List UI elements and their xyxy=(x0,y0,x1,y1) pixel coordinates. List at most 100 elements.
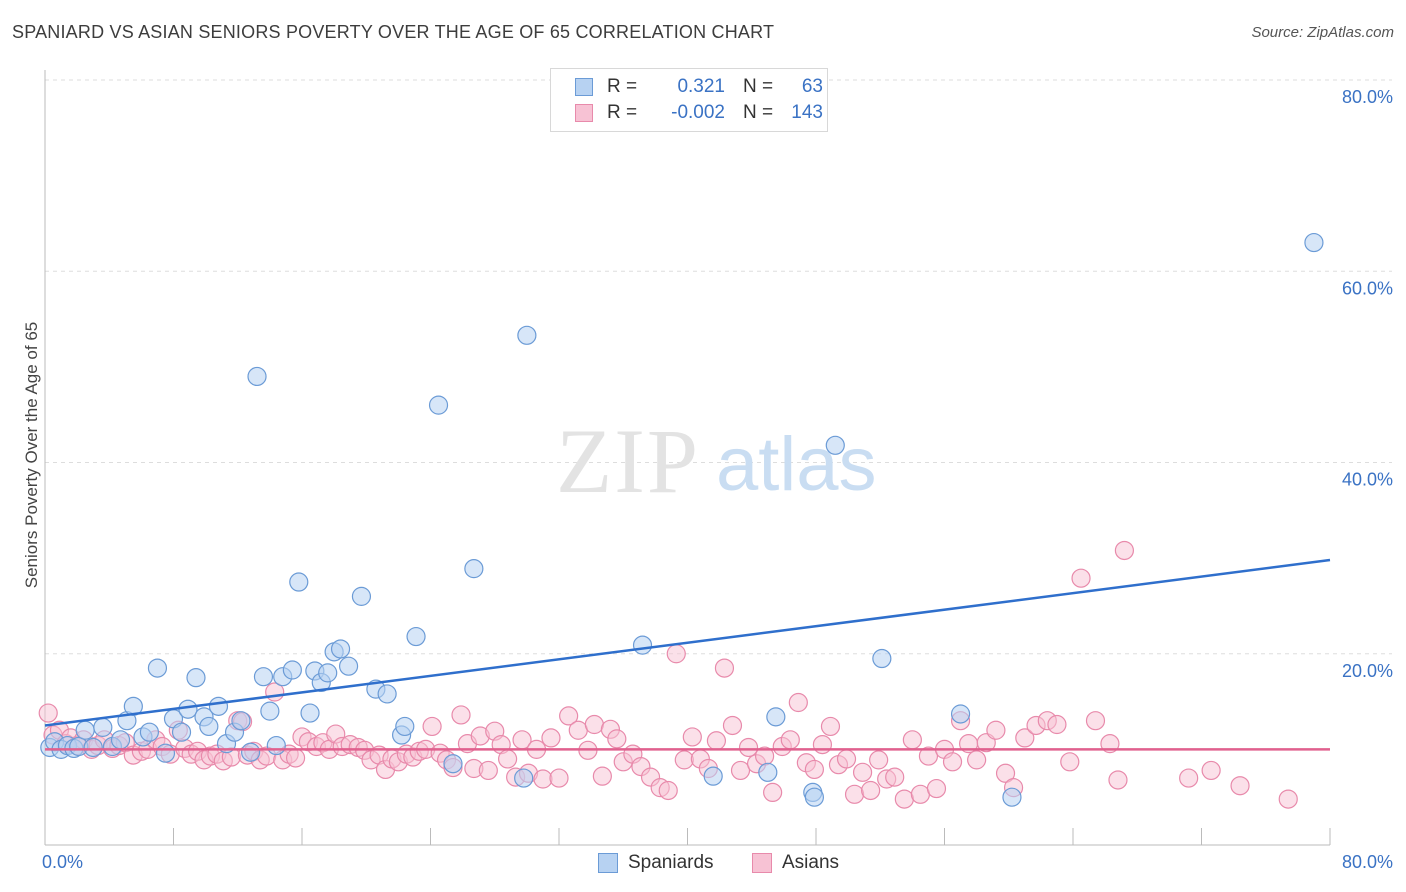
spaniards-point xyxy=(517,325,537,345)
asians-point xyxy=(780,730,800,750)
spaniards-point xyxy=(377,684,397,704)
asians-point xyxy=(967,750,987,770)
spaniards-point xyxy=(282,660,302,680)
n-value: 63 xyxy=(801,76,823,97)
y-axis-label: Seniors Poverty Over the Age of 65 xyxy=(22,322,41,588)
asians-point xyxy=(559,706,579,726)
spaniards-point xyxy=(139,722,160,742)
spaniards-point xyxy=(155,743,176,763)
y-tick-label: 40.0% xyxy=(1342,470,1393,490)
spaniards-point xyxy=(147,658,168,678)
x-tick-label: 80.0% xyxy=(1342,852,1393,872)
spaniards-point xyxy=(351,586,372,606)
asians-point xyxy=(885,767,905,787)
asians-point xyxy=(658,780,678,801)
asians-point xyxy=(498,749,518,769)
spaniards-point xyxy=(93,717,113,737)
spaniards-point xyxy=(289,572,309,592)
spaniards-point xyxy=(804,787,824,807)
n-label: N = xyxy=(743,102,774,123)
asians-point xyxy=(666,644,686,664)
spaniards-point xyxy=(231,711,251,731)
asians-point xyxy=(451,705,471,725)
asians-point xyxy=(926,778,947,799)
y-tick-label: 80.0% xyxy=(1342,87,1393,107)
asians-point xyxy=(942,752,963,772)
spaniards-point xyxy=(110,730,131,750)
spaniards-point xyxy=(171,722,192,742)
spaniards-point xyxy=(253,667,274,687)
spaniards-points xyxy=(40,232,1324,807)
grid-lines xyxy=(45,79,1392,655)
spaniards-point xyxy=(75,720,95,740)
asians-point xyxy=(763,782,783,803)
spaniards-point xyxy=(703,766,723,786)
spaniards-point xyxy=(186,668,206,688)
spaniards-point xyxy=(872,648,892,669)
asians-point xyxy=(861,780,881,801)
r-label: R = xyxy=(607,102,638,123)
legend-swatch-blue xyxy=(598,853,618,873)
spaniards-point xyxy=(318,663,338,683)
trend-lines xyxy=(44,558,1331,751)
asians-point xyxy=(1201,760,1221,781)
asians-point xyxy=(549,768,569,788)
legend-label-asians: Asians xyxy=(782,852,840,873)
asians-point xyxy=(1108,770,1128,790)
asians-point xyxy=(844,784,865,804)
spaniards-point xyxy=(766,707,786,727)
spaniards-point xyxy=(208,696,229,716)
asians-point xyxy=(894,789,914,809)
legend-item-asians[interactable]: Asians xyxy=(752,852,839,874)
spaniards-point xyxy=(83,737,103,758)
asians-point xyxy=(607,729,627,749)
asians-point xyxy=(592,766,612,786)
asians-point xyxy=(730,760,751,781)
legend-swatch-pink xyxy=(575,104,593,122)
asians-point xyxy=(910,784,931,804)
legend-row-asians: R = -0.002 N = 143 xyxy=(575,101,823,125)
spaniards-point xyxy=(330,639,351,659)
asians-point xyxy=(1015,728,1035,748)
r-value: -0.002 xyxy=(671,102,725,123)
asians-point xyxy=(422,716,442,737)
spaniards-point xyxy=(443,754,463,774)
spaniards-point xyxy=(247,366,267,387)
asians-point xyxy=(1114,540,1135,561)
asians-point xyxy=(541,728,561,748)
spaniards-point xyxy=(178,699,198,719)
spaniards-point xyxy=(300,703,320,723)
spaniards-point xyxy=(199,716,219,737)
tick-labels: 20.0% 40.0% 60.0% 80.0% 0.0% 80.0% xyxy=(42,87,1393,872)
r-value: 0.321 xyxy=(677,76,725,97)
spaniards-point xyxy=(825,435,845,455)
spaniards-trendline xyxy=(44,558,1331,727)
asians-point xyxy=(812,734,833,755)
watermark: ZIP atlas xyxy=(556,410,877,512)
asians-point xyxy=(1179,768,1199,788)
series-legend: Spaniards Asians xyxy=(0,852,1406,876)
spaniards-point xyxy=(514,768,534,788)
legend-swatch-pink xyxy=(752,853,772,873)
asians-point xyxy=(38,703,58,723)
legend-item-spaniards[interactable]: Spaniards xyxy=(598,852,714,874)
asians-point xyxy=(584,714,604,735)
spaniards-point xyxy=(260,701,280,721)
spaniards-point xyxy=(241,742,261,762)
spaniards-point xyxy=(395,716,415,737)
watermark-zip: ZIP xyxy=(556,410,700,512)
x-tick-label: 0.0% xyxy=(42,852,83,872)
source-label: Source: ZipAtlas.com xyxy=(1251,24,1394,41)
asians-point xyxy=(902,730,922,750)
spaniards-point xyxy=(632,635,653,655)
legend-label-spaniards: Spaniards xyxy=(628,852,714,873)
asians-point xyxy=(986,720,1006,740)
asians-point xyxy=(722,715,743,736)
spaniards-point xyxy=(338,656,359,676)
asians-point xyxy=(1278,789,1298,809)
asians-point xyxy=(1047,714,1067,735)
spaniards-point xyxy=(266,735,286,756)
spaniards-point xyxy=(950,704,971,724)
asians-points xyxy=(38,540,1298,809)
